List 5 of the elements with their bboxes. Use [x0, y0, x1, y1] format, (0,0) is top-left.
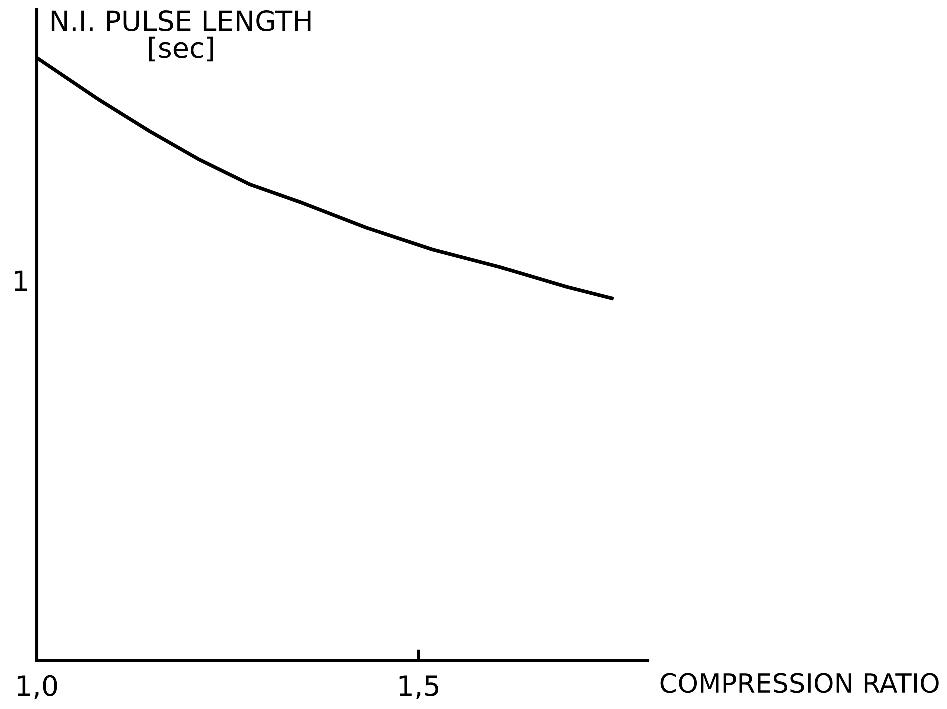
y-axis-title: N.I. PULSE LENGTH [sec]: [52, 10, 311, 62]
x-tick-label: 1,0: [18, 675, 58, 700]
x-tick-label: 1,5: [400, 676, 439, 700]
text: 1: [15, 270, 28, 292]
x-axis-title: COMPRESSION RATIO: [660, 673, 939, 694]
